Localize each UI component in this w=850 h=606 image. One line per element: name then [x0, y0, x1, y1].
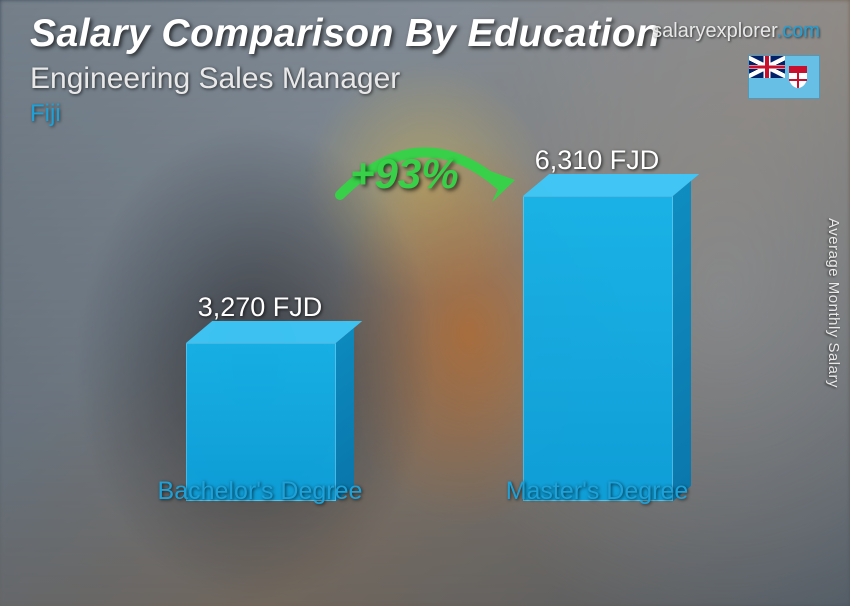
bar-masters [523, 196, 673, 501]
bar-front-face [523, 196, 673, 501]
brand-watermark: salaryexplorer.com [652, 20, 820, 43]
flag-union-jack [749, 56, 785, 78]
bar-side-face [673, 181, 691, 501]
y-axis-label: Average Monthly Salary [825, 218, 842, 388]
bar-group-masters: 6,310 FJD Master's Degree [515, 196, 680, 501]
brand-prefix: salaryexplorer [652, 20, 777, 42]
bar-top-face [186, 321, 362, 343]
percent-increase-badge: +93% [350, 150, 459, 198]
bar-group-bachelors: 3,270 FJD Bachelor's Degree [178, 343, 343, 501]
flag-shield [789, 66, 807, 88]
location-label: Fiji [30, 100, 820, 128]
infographic-container: Salary Comparison By Education Engineeri… [0, 0, 850, 606]
bar-category-label: Master's Degree [467, 477, 727, 506]
bar-side-face [336, 328, 354, 501]
brand-suffix: .com [777, 20, 820, 42]
bar-chart: 3,270 FJD Bachelor's Degree 6,310 FJD Ma… [120, 200, 730, 536]
bar-top-face [523, 174, 699, 196]
job-subtitle: Engineering Sales Manager [30, 62, 820, 96]
bar-value-label: 3,270 FJD [150, 292, 370, 323]
country-flag-icon [748, 55, 820, 99]
bar-category-label: Bachelor's Degree [130, 477, 390, 506]
